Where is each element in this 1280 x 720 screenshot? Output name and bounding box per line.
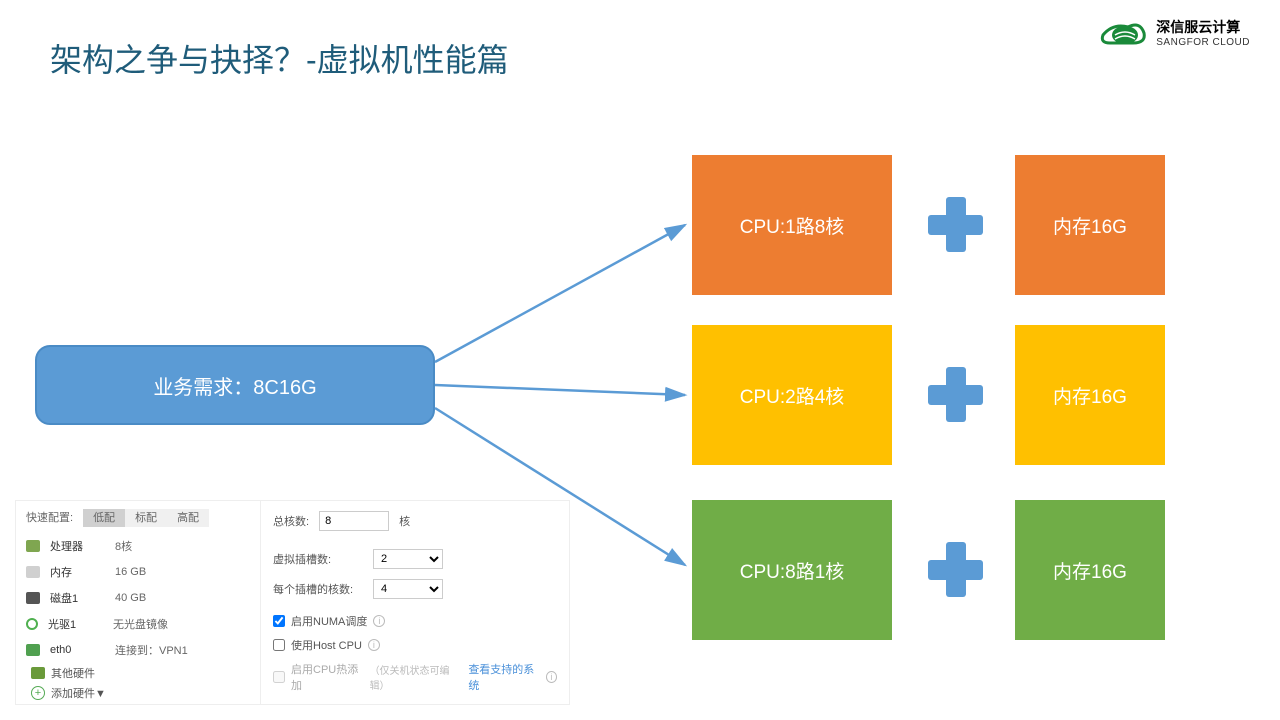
hotadd-checkbox — [273, 671, 285, 683]
other-hardware-label: 其他硬件 — [51, 665, 95, 681]
item-icon — [26, 540, 40, 552]
percore-select[interactable]: 4 — [373, 579, 443, 599]
info-icon[interactable]: i — [546, 671, 557, 683]
hotadd-label: 启用CPU热添加 — [291, 661, 364, 693]
hostcpu-checkbox[interactable] — [273, 639, 285, 651]
quick-config-label: 快速配置: — [26, 509, 73, 525]
item-icon — [26, 566, 40, 578]
brand-logo: 深信服云计算 SANGFOR CLOUD — [1098, 15, 1250, 50]
slot-select[interactable]: 2 — [373, 549, 443, 569]
plus-icon — [928, 197, 983, 252]
add-hardware-button[interactable]: 添加硬件▼ — [51, 685, 106, 701]
page-title: 架构之争与抉择？-虚拟机性能篇 — [50, 35, 509, 81]
config-tab-0[interactable]: 低配 — [83, 509, 125, 527]
slot-label: 虚拟插槽数: — [273, 551, 363, 567]
percore-label: 每个插槽的核数: — [273, 581, 363, 597]
hotadd-note: （仅关机状态可编辑） — [370, 662, 463, 692]
item-key: 内存 — [50, 564, 105, 580]
quick-config-tabs: 快速配置: 低配标配高配 — [26, 509, 250, 525]
item-val: 40 GB — [115, 592, 146, 604]
item-key: eth0 — [50, 644, 105, 656]
hostcpu-label: 使用Host CPU — [291, 637, 362, 653]
item-val: 连接到：VPN1 — [115, 642, 188, 658]
mem-option-2: 内存16G — [1015, 500, 1165, 640]
add-icon[interactable]: + — [31, 686, 45, 700]
total-cores-input[interactable] — [319, 511, 389, 531]
source-requirement-box: 业务需求：8C16G — [35, 345, 435, 425]
mem-option-1: 内存16G — [1015, 325, 1165, 465]
plus-icon — [928, 542, 983, 597]
hotadd-link[interactable]: 查看支持的系统 — [468, 661, 539, 693]
config-item-row: 处理器 8核 — [26, 533, 250, 559]
config-tab-2[interactable]: 高配 — [167, 509, 209, 527]
total-cores-label: 总核数: — [273, 513, 309, 529]
config-item-row: 光驱1 无光盘镜像 — [26, 611, 250, 637]
logo-icon — [1098, 15, 1148, 50]
item-val: 16 GB — [115, 566, 146, 578]
total-cores-unit: 核 — [399, 513, 410, 529]
logo-text-cn: 深信服云计算 — [1156, 17, 1250, 37]
config-item-row: 磁盘1 40 GB — [26, 585, 250, 611]
item-key: 处理器 — [50, 538, 105, 554]
hardware-icon — [31, 667, 45, 679]
numa-checkbox[interactable] — [273, 615, 285, 627]
config-tab-1[interactable]: 标配 — [125, 509, 167, 527]
mem-option-0: 内存16G — [1015, 155, 1165, 295]
cpu-option-1: CPU:2路4核 — [692, 325, 892, 465]
config-item-row: 内存 16 GB — [26, 559, 250, 585]
cpu-option-2: CPU:8路1核 — [692, 500, 892, 640]
numa-label: 启用NUMA调度 — [291, 613, 367, 629]
item-icon — [26, 644, 40, 656]
item-val: 无光盘镜像 — [113, 616, 168, 632]
config-item-row: eth0 连接到：VPN1 — [26, 637, 250, 663]
logo-text-en: SANGFOR CLOUD — [1156, 37, 1250, 48]
item-key: 磁盘1 — [50, 590, 105, 606]
vm-config-panel: 快速配置: 低配标配高配 处理器 8核内存 16 GB 磁盘1 40 GB 光驱1 无光盘镜… — [15, 500, 570, 705]
cpu-option-0: CPU:1路8核 — [692, 155, 892, 295]
item-icon — [26, 592, 40, 604]
info-icon[interactable]: i — [373, 615, 385, 627]
plus-icon — [928, 367, 983, 422]
item-icon — [26, 618, 38, 630]
item-key: 光驱1 — [48, 616, 103, 632]
item-val: 8核 — [115, 538, 132, 554]
info-icon[interactable]: i — [368, 639, 380, 651]
